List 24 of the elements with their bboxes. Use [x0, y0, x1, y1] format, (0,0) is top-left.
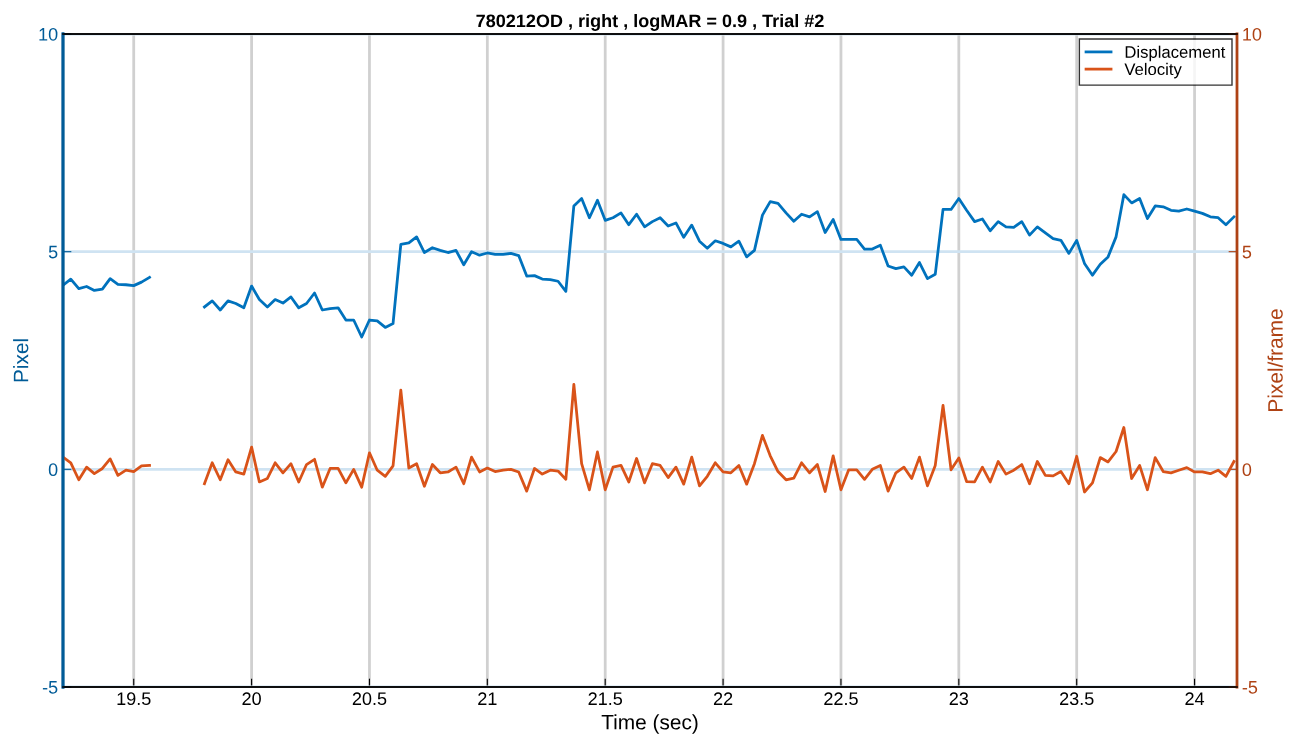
x-tick-label: 22.5 — [824, 692, 858, 706]
y-axis-title: Pixel — [13, 339, 29, 382]
y-tick-label: 5 — [48, 245, 58, 259]
y2-tick-label: 0 — [1242, 463, 1252, 477]
x-axis-title: Time (sec) — [601, 714, 698, 734]
x-tick-label: 21 — [478, 692, 497, 705]
y2-tick-label: 5 — [1242, 245, 1252, 259]
y2-axis-title: Pixel/frame — [1267, 309, 1283, 411]
x-tick-label: 21.5 — [588, 692, 623, 706]
x-tick-label: 23 — [949, 692, 969, 706]
x-tick-label: 22 — [713, 692, 733, 705]
chart-title: 780212OD , right , logMAR = 0.9 , Trial #2 — [476, 13, 824, 31]
y2-tick-label: 10 — [1243, 27, 1262, 41]
legend-label: Displacement — [1125, 45, 1226, 62]
y-tick-label: 10 — [39, 27, 58, 41]
y-tick-label: 0 — [48, 463, 58, 477]
x-tick-label: 20.5 — [352, 692, 387, 706]
x-tick-label: 23.5 — [1060, 692, 1094, 706]
y2-tick-label: -5 — [1242, 681, 1258, 694]
x-tick-label: 20 — [242, 692, 261, 706]
x-tick-label: 19.5 — [117, 692, 151, 706]
legend-label: Velocity — [1124, 62, 1182, 79]
y-tick-label: -5 — [42, 681, 58, 694]
x-tick-label: 24 — [1185, 692, 1205, 705]
